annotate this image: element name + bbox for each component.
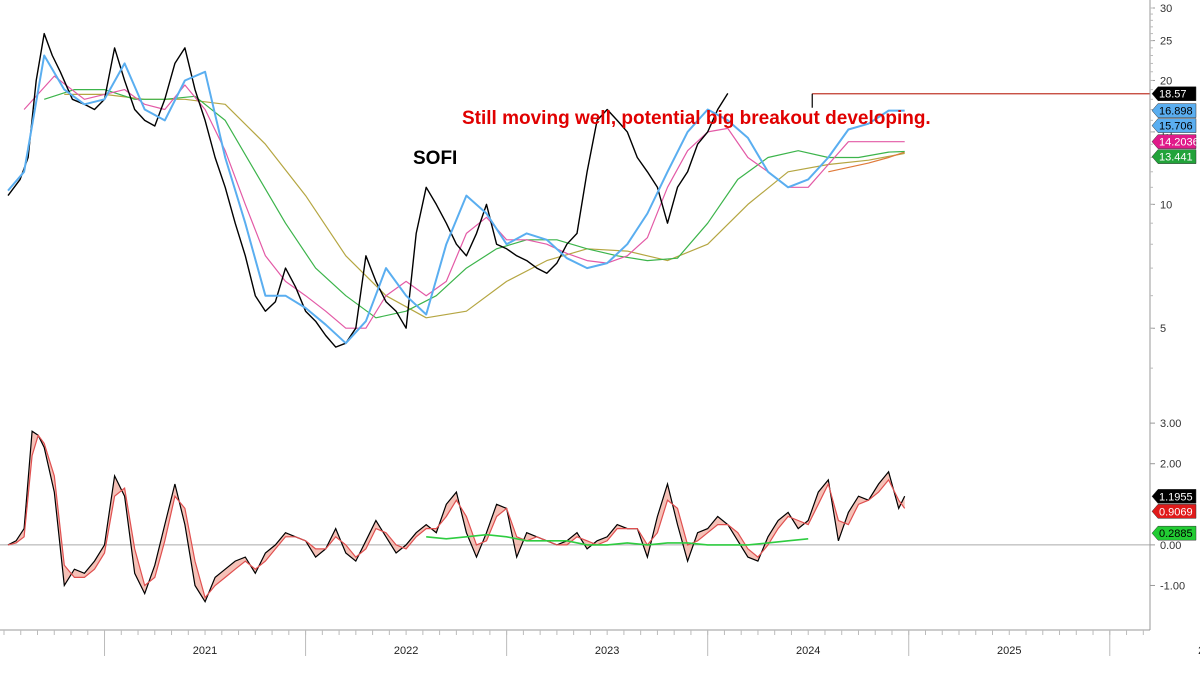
series-price — [7, 32, 729, 348]
osc-last-value-badge: 0.9069 — [1151, 504, 1197, 519]
price-panel — [7, 32, 1150, 348]
series-ma-green — [44, 89, 905, 319]
price-tick-label: 5 — [1160, 323, 1166, 335]
price-last-value-badge: 15.706 — [1151, 118, 1197, 133]
badge-background — [1151, 134, 1197, 149]
badge-label: 16.898 — [1159, 106, 1193, 118]
chart-annotation: Still moving well, potential big breakou… — [462, 108, 931, 129]
x-tick-label: 2024 — [796, 645, 820, 657]
osc-tick-label: 2.00 — [1160, 459, 1181, 471]
badge-background — [1151, 149, 1197, 164]
osc-last-value-badge: 0.2885 — [1151, 525, 1197, 541]
price-last-value-badge: 16.898 — [1151, 103, 1197, 118]
badge-label: 13.441 — [1159, 152, 1193, 164]
x-tick-label: 2022 — [394, 645, 418, 657]
series-signal — [7, 433, 906, 599]
osc-last-value-badge: 1.1955 — [1151, 489, 1197, 504]
osc-tick-label: 3.00 — [1160, 418, 1181, 430]
ticker-label: SOFI — [413, 148, 457, 169]
osc-tick-label: 0.00 — [1160, 540, 1181, 552]
badge-label: 15.706 — [1159, 121, 1193, 133]
badge-label: 14.2036 — [1159, 137, 1199, 149]
badge-background — [1151, 118, 1197, 133]
badge-background — [1151, 504, 1197, 519]
x-tick-label: 2023 — [595, 645, 619, 657]
price-last-value-badge: 18.57 — [1151, 86, 1197, 101]
badge-background — [1151, 103, 1197, 118]
price-last-value-badge: 14.2036 — [1151, 134, 1199, 149]
x-tick-label: 2025 — [997, 645, 1021, 657]
badge-label: 0.9069 — [1159, 506, 1193, 518]
price-tick-label: 25 — [1160, 36, 1172, 48]
price-tick-label: 10 — [1160, 199, 1172, 211]
series-green-line — [426, 533, 809, 546]
series-ma-orange — [828, 151, 905, 173]
badge-label: 0.2885 — [1159, 528, 1193, 540]
series-ma-fast — [7, 54, 905, 345]
x-tick-label: 2021 — [193, 645, 217, 657]
oscillator-panel — [7, 430, 906, 604]
osc-tick-label: -1.00 — [1160, 580, 1185, 592]
badge-label: 18.57 — [1159, 89, 1187, 101]
series-ma-pink — [23, 75, 905, 329]
badge-background — [1151, 86, 1197, 101]
price-tick-label: 30 — [1160, 3, 1172, 15]
badge-background — [1151, 525, 1197, 541]
badge-label: 1.1955 — [1159, 491, 1193, 503]
x-tick-label: 2026 — [1198, 645, 1200, 657]
price-tick-label: 20 — [1160, 75, 1172, 87]
series-oscillator — [7, 430, 906, 604]
price-last-value-badge: 13.441 — [1151, 149, 1197, 164]
badge-background — [1151, 489, 1197, 504]
series-ma-olive — [64, 93, 905, 319]
